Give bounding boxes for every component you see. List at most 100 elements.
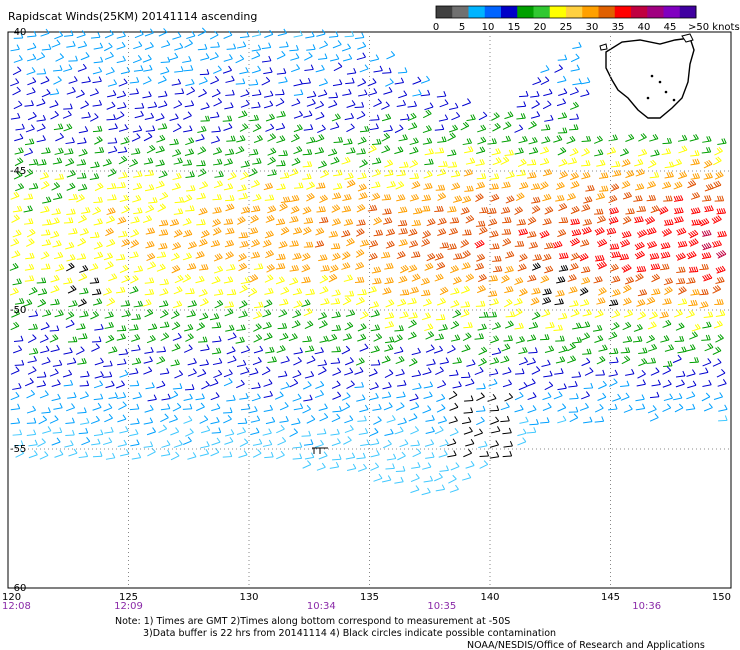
wind-barb <box>81 437 91 446</box>
wind-barb <box>209 52 219 61</box>
wind-barb <box>94 357 104 366</box>
wind-barb <box>716 250 727 259</box>
wind-barb <box>621 355 631 365</box>
wind-barb <box>108 123 118 131</box>
wind-barb <box>51 182 61 191</box>
wind-barb <box>661 228 672 237</box>
wind-barb <box>434 333 445 341</box>
wind-barb <box>331 438 341 447</box>
wind-barb <box>465 273 475 283</box>
wind-barb <box>504 320 514 329</box>
wind-barb <box>293 110 303 119</box>
wind-barb <box>360 439 370 447</box>
wind-barb <box>301 252 311 262</box>
wind-barb <box>623 404 633 413</box>
wind-barb <box>26 405 37 414</box>
wind-barb <box>77 40 88 49</box>
wind-barb <box>425 426 435 434</box>
wind-barb <box>715 276 725 285</box>
wind-barb <box>384 262 394 270</box>
wind-barb <box>63 64 73 72</box>
wind-barb <box>10 391 20 401</box>
wind-barb <box>107 168 117 177</box>
wind-barb <box>332 406 342 413</box>
wind-barb <box>409 159 419 169</box>
wind-barb <box>62 369 73 378</box>
wind-barb <box>107 194 117 201</box>
wind-barb <box>439 465 449 472</box>
wind-barb <box>473 428 483 437</box>
wind-barb <box>344 415 354 424</box>
wind-barb <box>503 335 513 342</box>
wind-barb <box>303 439 314 446</box>
wind-barb <box>49 334 59 343</box>
wind-barb <box>237 418 248 425</box>
wind-barb <box>398 238 408 247</box>
wind-barb <box>703 403 713 412</box>
wind-barb <box>712 346 722 355</box>
wind-barb <box>199 181 209 190</box>
wind-barb <box>173 157 183 165</box>
wind-barb <box>304 452 315 460</box>
colorbar-label: >50 knots <box>688 22 740 33</box>
wind-barb <box>504 265 514 274</box>
wind-barb <box>646 357 657 364</box>
wind-barb <box>411 180 421 190</box>
wind-barb <box>251 393 261 402</box>
wind-barb <box>145 125 156 132</box>
wind-barb <box>341 205 352 213</box>
wind-barb <box>169 138 179 146</box>
wind-barb <box>250 214 259 224</box>
wind-barb <box>661 148 672 155</box>
wind-barb <box>225 195 235 202</box>
wind-barb <box>368 252 378 261</box>
wind-barb <box>108 273 118 282</box>
wind-barb <box>438 450 448 458</box>
wind-barb <box>37 438 46 447</box>
wind-barb <box>236 379 245 389</box>
wind-barb <box>621 158 631 167</box>
wind-barb <box>436 393 446 402</box>
wind-barb <box>39 171 49 180</box>
wind-barb <box>145 204 155 214</box>
wind-barb <box>370 359 381 366</box>
wind-barb <box>581 148 590 157</box>
wind-barb <box>434 124 445 131</box>
wind-barb <box>303 110 313 118</box>
wind-barb <box>91 288 102 296</box>
lat-label: -55 <box>10 444 26 455</box>
wind-barb <box>155 145 165 154</box>
wind-barb <box>212 227 222 236</box>
wind-barb <box>423 475 434 483</box>
wind-barb <box>209 30 219 40</box>
wind-barb <box>172 300 183 309</box>
wind-barb <box>686 250 697 260</box>
wind-barb <box>373 473 383 482</box>
wind-barb <box>106 215 115 224</box>
wind-barb <box>14 359 25 366</box>
wind-barb <box>342 88 352 96</box>
wind-barb <box>76 194 85 203</box>
wind-barb <box>331 289 341 297</box>
wind-barb <box>531 100 540 109</box>
wind-barb <box>305 31 315 39</box>
wind-barb <box>461 417 472 425</box>
wind-barb <box>77 407 87 414</box>
wind-barb <box>144 277 155 284</box>
colorbar-swatch <box>614 6 632 18</box>
wind-barb <box>385 299 395 308</box>
wind-barb <box>478 346 488 356</box>
wind-barb <box>251 101 261 109</box>
wind-barb <box>342 296 352 306</box>
wind-barb <box>714 195 725 202</box>
wind-barb <box>407 297 417 305</box>
wind-barb <box>462 195 472 204</box>
wind-barb <box>13 335 24 342</box>
wind-barb <box>571 371 582 378</box>
wind-barb <box>197 27 207 37</box>
wind-barb <box>183 415 193 424</box>
wind-barb <box>408 319 417 329</box>
wind-barb <box>487 290 498 297</box>
wind-barb <box>213 180 223 189</box>
